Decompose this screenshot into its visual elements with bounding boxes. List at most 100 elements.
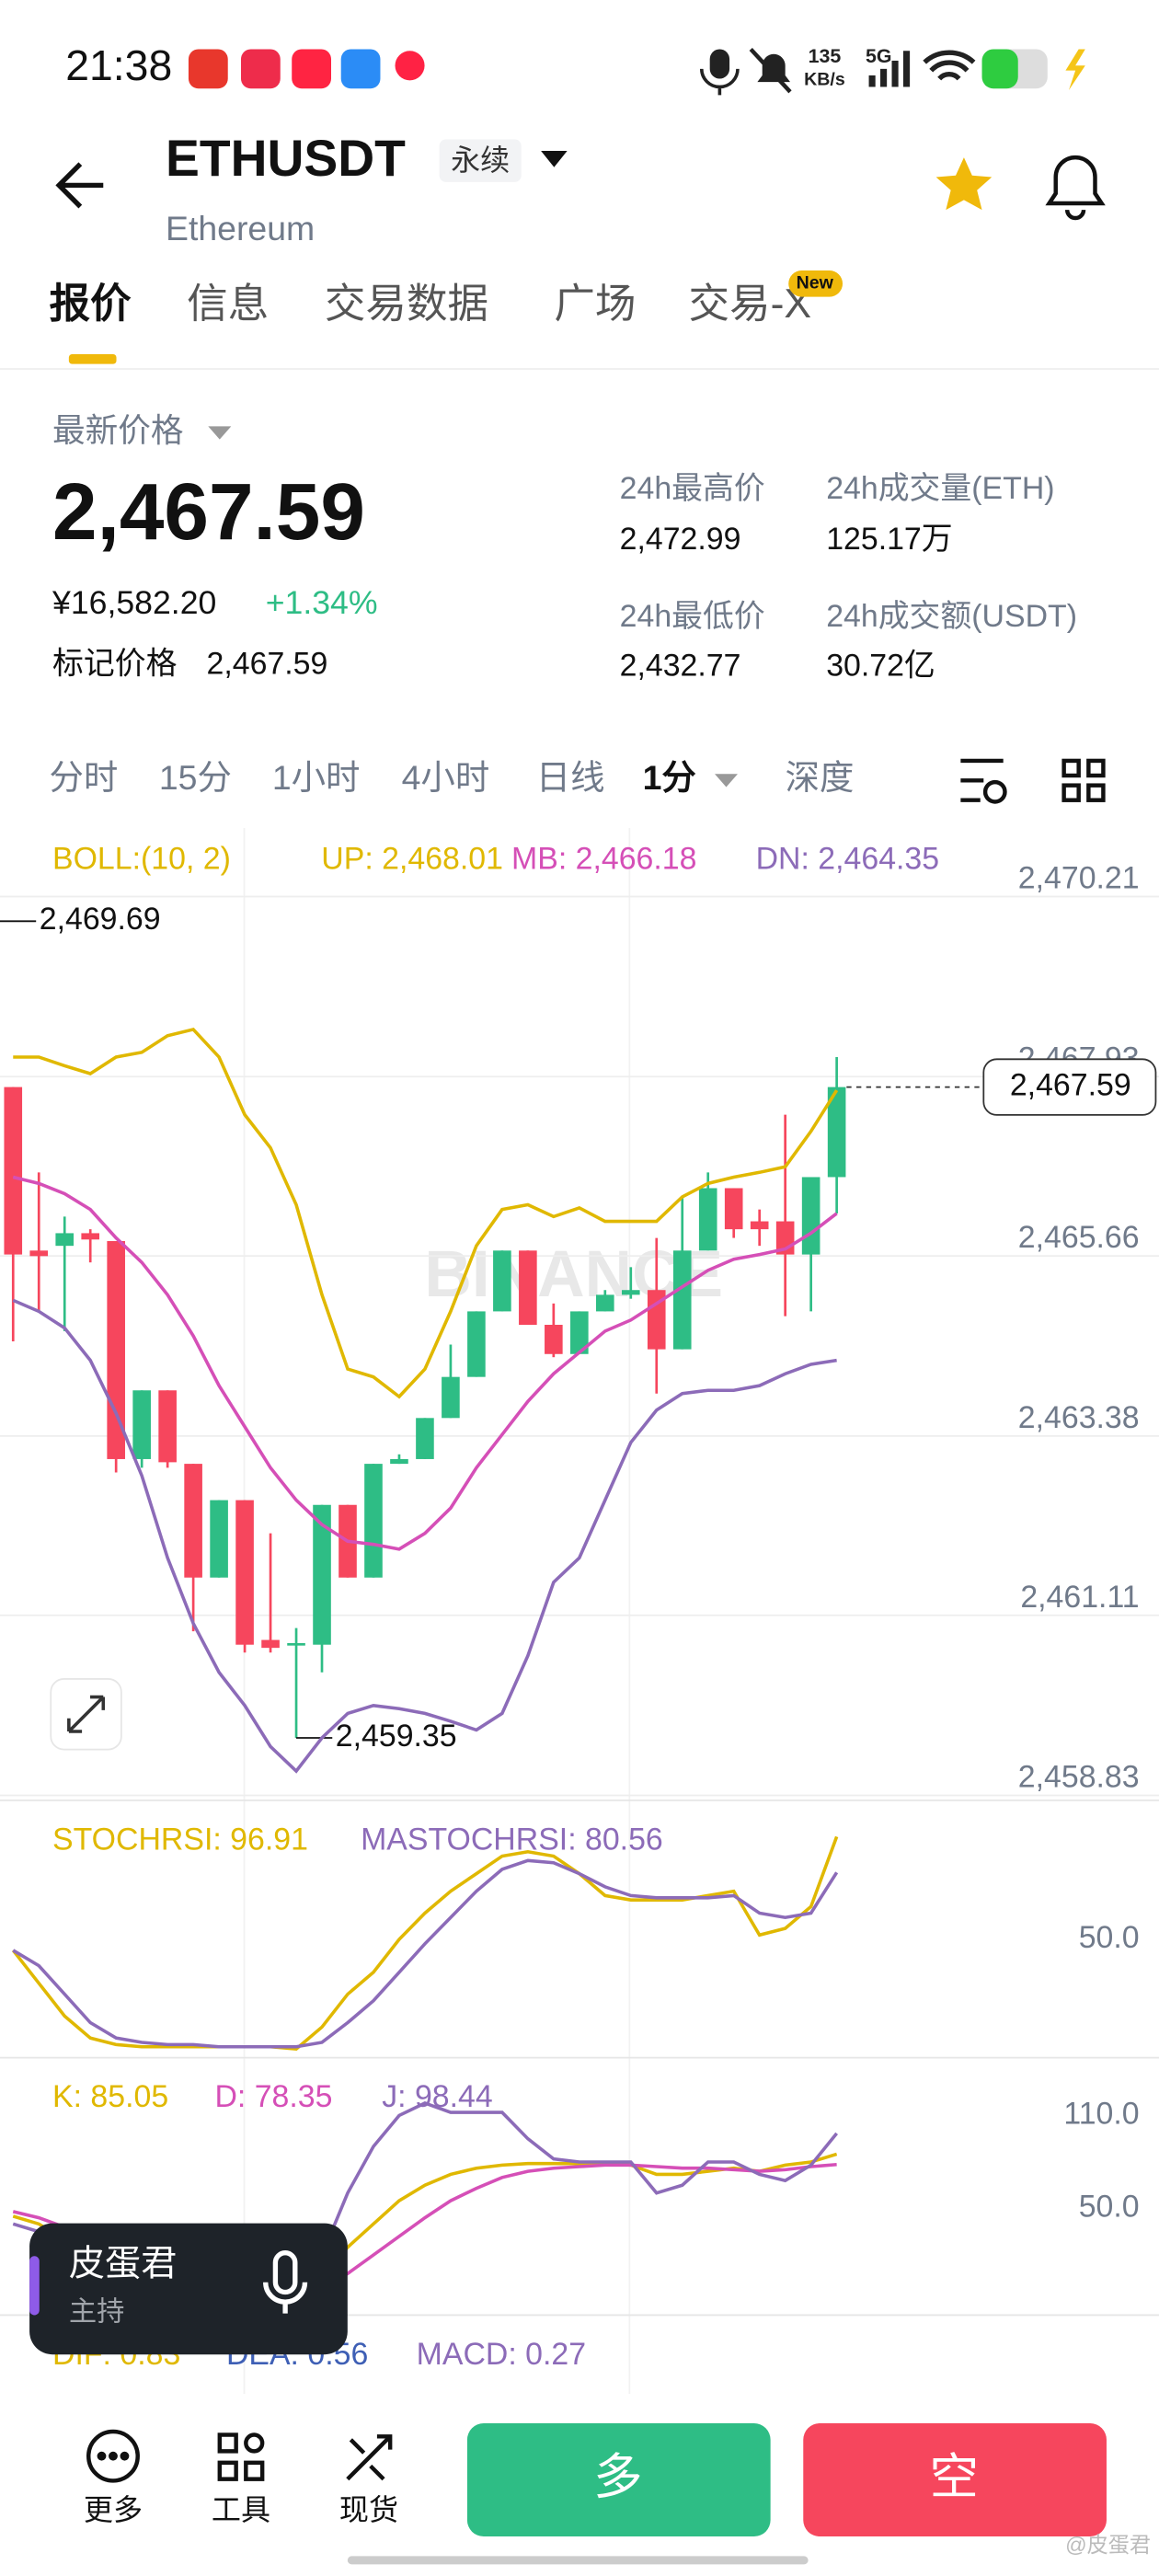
asset-name: Ethereum bbox=[166, 209, 315, 247]
candle-body bbox=[313, 1504, 331, 1645]
tab[interactable]: 广场 bbox=[554, 282, 636, 327]
tab[interactable]: 交易数据 bbox=[325, 282, 488, 327]
legend-entry: D: 78.35 bbox=[214, 2079, 332, 2114]
long-label[interactable]: 多 bbox=[593, 2451, 642, 2505]
last-price-label: 2,467.59 bbox=[1010, 1068, 1131, 1103]
candle-body bbox=[4, 1087, 23, 1255]
y-tick-label: 2,461.11 bbox=[1020, 1580, 1139, 1615]
candle-body bbox=[287, 1642, 305, 1646]
expand-button[interactable] bbox=[50, 1678, 122, 1751]
candle-body bbox=[390, 1458, 408, 1465]
back-button[interactable] bbox=[55, 162, 104, 209]
interval[interactable]: 深度 bbox=[786, 758, 855, 797]
layout-button[interactable] bbox=[1061, 758, 1106, 802]
signal bbox=[868, 51, 911, 87]
tab[interactable]: 信息 bbox=[187, 282, 269, 327]
legend-entry: J: 98.44 bbox=[382, 2079, 492, 2114]
symbol: ETHUSDT bbox=[166, 130, 406, 187]
legend-entry: UP: 2,468.01 bbox=[321, 842, 503, 877]
last-price: 2,467.59 bbox=[52, 466, 365, 557]
stat-value: 2,432.77 bbox=[620, 648, 741, 683]
short-label[interactable]: 空 bbox=[929, 2451, 978, 2505]
host-name: 皮蛋君 bbox=[69, 2244, 178, 2283]
candle-body bbox=[184, 1464, 202, 1578]
candle-body bbox=[750, 1221, 769, 1230]
indicator-label: BOLL:(10, 2) bbox=[52, 842, 231, 877]
candle-body bbox=[801, 1177, 820, 1255]
stat-label: 24h最低价 bbox=[620, 599, 765, 634]
interval[interactable]: 4小时 bbox=[402, 758, 490, 797]
watermark: @皮蛋君 bbox=[1065, 2533, 1151, 2557]
interval[interactable]: 1小时 bbox=[272, 758, 361, 797]
extreme-label: 2,469.69 bbox=[40, 902, 161, 937]
nav-label[interactable]: 更多 bbox=[84, 2493, 143, 2526]
network-type: 5G bbox=[866, 45, 892, 67]
y-tick-label: 50.0 bbox=[1079, 2189, 1140, 2224]
nav-label[interactable]: 现货 bbox=[339, 2493, 398, 2526]
more-icon[interactable] bbox=[86, 2429, 140, 2483]
host-card[interactable] bbox=[29, 2223, 348, 2355]
tag-box bbox=[439, 139, 522, 182]
y-tick-label: 2,463.38 bbox=[1018, 1400, 1140, 1435]
battery bbox=[981, 49, 1085, 91]
tab[interactable]: 报价 bbox=[49, 282, 132, 327]
indicator-line bbox=[12, 1175, 838, 1551]
legend-entry: K: 85.05 bbox=[52, 2079, 168, 2114]
candle-body bbox=[493, 1250, 511, 1312]
candle-body bbox=[442, 1376, 460, 1419]
mark-label: 标记价格 bbox=[52, 647, 178, 682]
alert-bell[interactable] bbox=[1045, 155, 1106, 221]
candle-body bbox=[827, 1087, 846, 1178]
legend-entry: MB: 2,466.18 bbox=[511, 842, 696, 877]
indicator-settings[interactable] bbox=[960, 758, 1007, 804]
favorite-star[interactable] bbox=[935, 157, 993, 211]
clock: 21:38 bbox=[65, 41, 172, 89]
legend-entry: MASTOCHRSI: 80.56 bbox=[361, 1822, 663, 1857]
y-tick-label: 50.0 bbox=[1079, 1920, 1140, 1955]
candle-body bbox=[235, 1500, 254, 1645]
candle-body bbox=[519, 1250, 537, 1326]
candle-body bbox=[55, 1233, 75, 1247]
y-tick-label: 2,458.83 bbox=[1018, 1760, 1140, 1795]
symbol-dropdown[interactable] bbox=[541, 150, 568, 167]
candle-body bbox=[416, 1418, 434, 1459]
stat-value: 30.72亿 bbox=[826, 648, 935, 683]
candle-body bbox=[81, 1233, 100, 1240]
long-button[interactable] bbox=[466, 2423, 771, 2537]
net-speed: 135 bbox=[809, 45, 842, 67]
status-icons bbox=[699, 47, 792, 96]
price-dropdown[interactable] bbox=[208, 426, 232, 440]
price-label: 最新价格 bbox=[52, 412, 184, 449]
legend-entry: DN: 2,464.35 bbox=[756, 842, 940, 877]
nav-label[interactable]: 工具 bbox=[212, 2493, 270, 2526]
new-badge: New bbox=[797, 272, 834, 293]
candle-body bbox=[724, 1188, 743, 1230]
spot-icon[interactable] bbox=[346, 2434, 393, 2481]
candle-body bbox=[261, 1639, 280, 1649]
interval[interactable]: 分时 bbox=[49, 758, 118, 797]
tools-icon[interactable] bbox=[217, 2432, 265, 2481]
home-indicator bbox=[347, 2556, 809, 2565]
interval-dropdown[interactable] bbox=[715, 774, 738, 788]
contract-tag: 永续 bbox=[451, 144, 510, 177]
mark-price: 2,467.59 bbox=[207, 647, 328, 682]
interval[interactable]: 15分 bbox=[159, 758, 232, 797]
interval[interactable]: 日线 bbox=[536, 758, 605, 797]
price-change: +1.34% bbox=[266, 584, 378, 621]
y-tick-label: 2,470.21 bbox=[1018, 861, 1140, 896]
legend-entry: STOCHRSI: 96.91 bbox=[52, 1822, 308, 1857]
net-speed-unit: KB/s bbox=[804, 69, 845, 89]
candle-body bbox=[621, 1290, 640, 1295]
y-tick-label: 110.0 bbox=[1063, 2096, 1139, 2131]
candle-body bbox=[467, 1311, 486, 1377]
last-price-box bbox=[982, 1058, 1157, 1116]
candle-body bbox=[158, 1390, 177, 1463]
interval[interactable]: 1分 bbox=[643, 758, 696, 797]
short-button[interactable] bbox=[803, 2423, 1107, 2537]
stat-label: 24h最高价 bbox=[620, 471, 765, 506]
extreme-label: 2,459.35 bbox=[336, 1719, 457, 1754]
host-role: 主持 bbox=[69, 2296, 125, 2328]
